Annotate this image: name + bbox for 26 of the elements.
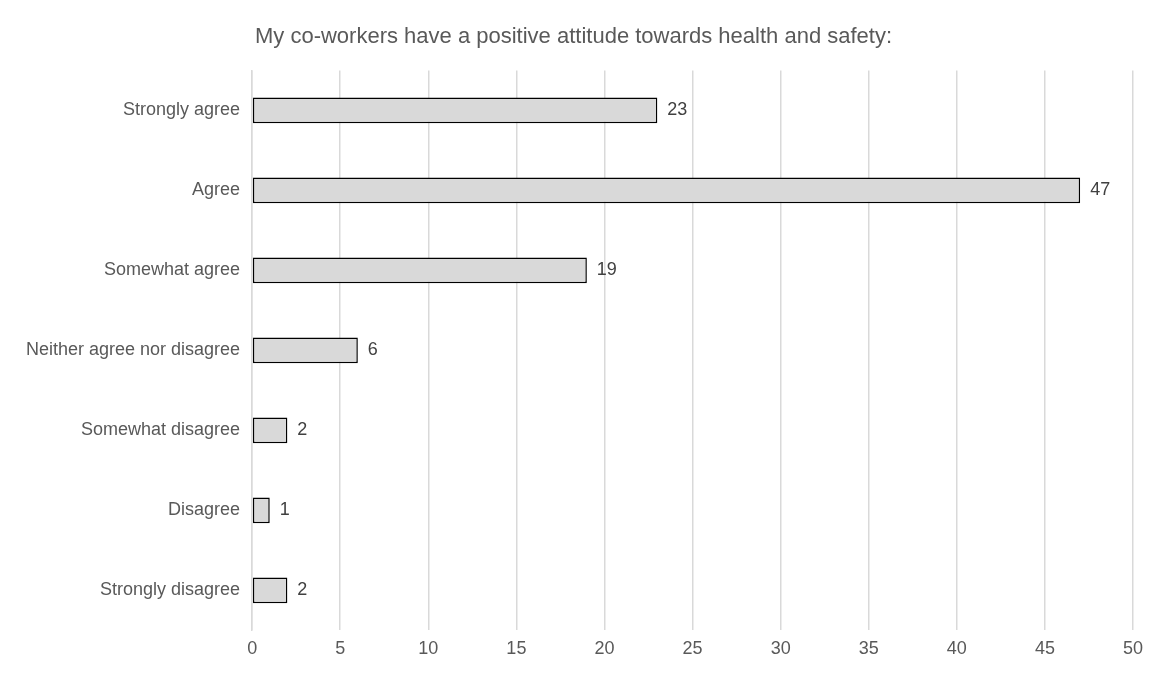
x-tick-label: 50 [1122,638,1144,659]
data-label: 47 [1090,179,1111,200]
x-tick-label: 35 [858,638,879,659]
chart-title: My co-workers have a positive attitude towards health and safety: [254,23,893,49]
y-tick-label: Disagree [168,499,241,520]
x-tick-label: 45 [1034,638,1055,659]
data-label: 23 [667,99,688,120]
x-tick-label: 10 [418,638,439,659]
data-label: 2 [297,419,308,440]
y-tick-label: Somewhat agree [104,259,241,280]
data-label: 1 [279,499,290,520]
y-tick-label: Neither agree nor disagree [25,339,241,360]
y-tick-label: Agree [192,179,241,200]
x-tick-label: 20 [594,638,615,659]
y-tick-label: Somewhat disagree [81,419,241,440]
data-label: 19 [596,259,617,280]
y-tick-label: Strongly agree [123,99,241,120]
x-tick-label: 0 [247,638,258,659]
x-tick-label: 25 [682,638,703,659]
x-tick-label: 5 [335,638,346,659]
x-tick-label: 15 [506,638,527,659]
data-label: 2 [297,579,308,600]
x-tick-label: 40 [946,638,967,659]
data-label: 6 [367,339,378,360]
x-tick-label: 30 [770,638,791,659]
y-tick-label: Strongly disagree [100,579,241,600]
